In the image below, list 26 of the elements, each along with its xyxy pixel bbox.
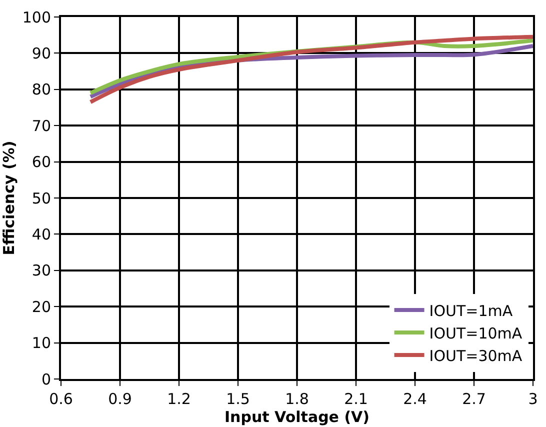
x-tick-label: 2.4 [403, 390, 427, 408]
y-tick-label: 20 [32, 298, 51, 316]
x-tick-label: 3 [528, 390, 538, 408]
x-tick-label: 0.6 [49, 390, 73, 408]
x-tick-label: 1.5 [226, 390, 250, 408]
y-tick-label: 60 [32, 153, 51, 172]
x-axis-title: Input Voltage (V) [224, 408, 370, 426]
y-tick-label: 80 [32, 80, 51, 99]
x-tick-label: 2.1 [344, 390, 368, 408]
y-tick-label: 40 [32, 225, 51, 244]
y-axis-title: Efficiency (%) [0, 140, 18, 256]
y-tick-label: 90 [32, 44, 51, 62]
y-tick-label: 10 [32, 334, 51, 352]
y-tick-label: 0 [41, 370, 51, 388]
legend-label: IOUT=10mA [429, 324, 523, 342]
y-tick-label: 100 [22, 8, 51, 26]
y-tick-label: 50 [32, 189, 51, 208]
legend-label: IOUT=30mA [429, 346, 523, 365]
x-tick-label: 2.7 [462, 390, 486, 408]
legend-label: IOUT=1mA [429, 302, 514, 320]
x-tick-label: 1.2 [167, 390, 191, 408]
x-tick-label: 1.8 [285, 390, 309, 408]
y-tick-label: 70 [32, 116, 51, 135]
y-tick-label: 30 [32, 262, 51, 280]
x-tick-label: 0.9 [108, 390, 132, 408]
line-series [88, 34, 533, 104]
